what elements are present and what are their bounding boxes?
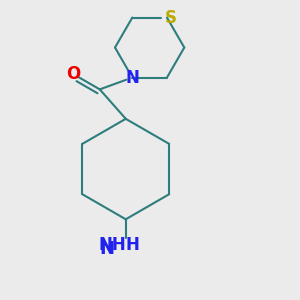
- Text: S: S: [165, 8, 177, 26]
- Text: N: N: [99, 240, 114, 258]
- Text: NH: NH: [98, 236, 126, 254]
- Text: H: H: [126, 236, 140, 254]
- Text: N: N: [125, 68, 139, 86]
- Text: O: O: [66, 65, 80, 83]
